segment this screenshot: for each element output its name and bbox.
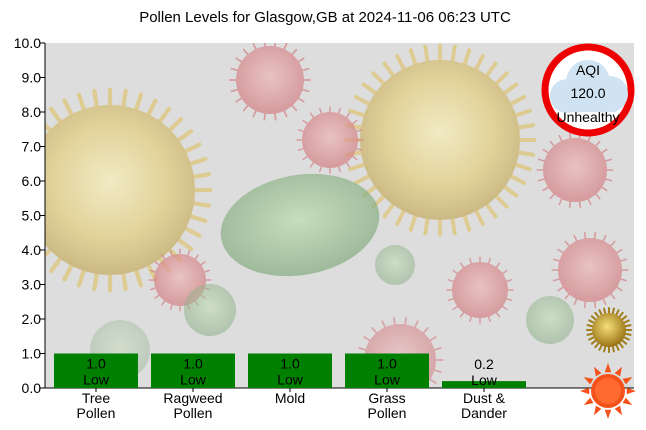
y-tick-labels: 0.0 1.0 2.0 3.0 4.0 5.0 6.0 7.0 8.0 9.0 10.0	[14, 35, 45, 396]
bar-value-label: 1.0	[377, 356, 397, 372]
x-tick-label: Dust &	[463, 390, 506, 406]
y-tick-label: 7.0	[22, 139, 42, 155]
pollen-grain-green	[526, 296, 574, 344]
pollen-grain-yellow	[343, 43, 537, 237]
x-tick-label: Ragweed	[163, 390, 222, 406]
bar-level-label: Low	[277, 372, 304, 388]
y-tick-label: 8.0	[22, 104, 42, 120]
y-tick-label: 6.0	[22, 173, 42, 189]
cloud-icon	[550, 60, 628, 113]
bar-level-label: Low	[374, 372, 401, 388]
pollen-grain-red	[551, 231, 629, 309]
aqi-category: Unhealthy	[556, 109, 619, 125]
pollen-grain-red	[446, 256, 514, 324]
bar-level-label: Low	[471, 372, 498, 388]
pollen-background-image	[45, 43, 629, 388]
bar-value-label: 0.2	[474, 356, 494, 372]
aqi-badge: AQI 120.0 Unhealthy	[541, 43, 635, 137]
x-tick-label: Pollen	[368, 405, 407, 421]
bar-level-label: Low	[83, 372, 110, 388]
x-tick-label: Pollen	[77, 405, 116, 421]
bar	[54, 353, 138, 388]
aqi-label: AQI	[576, 62, 600, 78]
y-tick-label: 9.0	[22, 70, 42, 86]
bar	[248, 353, 332, 388]
y-tick-label: 5.0	[22, 208, 42, 224]
y-tick-label: 3.0	[22, 277, 42, 293]
chart-title: Pollen Levels for Glasgow,GB at 2024-11-…	[139, 9, 511, 26]
pollen-grain-green	[220, 173, 380, 277]
bar-value-label: 1.0	[86, 356, 106, 372]
bar	[345, 353, 429, 388]
bar	[442, 381, 526, 388]
bar-level-label: Low	[180, 372, 207, 388]
aqi-value: 120.0	[570, 85, 605, 101]
y-tick-label: 0.0	[22, 380, 42, 396]
pollen-grain-yellow	[45, 87, 213, 293]
pollen-grain-red	[229, 43, 311, 121]
sun-icon	[580, 363, 636, 419]
bar-value-label: 1.0	[280, 356, 300, 372]
x-tick-label: Dander	[461, 405, 507, 421]
bar	[151, 353, 235, 388]
pollen-grain-green	[184, 284, 236, 336]
x-tick-label: Pollen	[174, 405, 213, 421]
x-tick-label: Mold	[275, 390, 305, 406]
y-tick-label: 4.0	[22, 242, 42, 258]
plot-background	[45, 43, 634, 388]
y-tick-label: 2.0	[22, 311, 42, 327]
pollen-grain-green	[375, 245, 415, 285]
x-tick-label: Tree	[82, 390, 110, 406]
y-tick-label: 1.0	[22, 346, 42, 362]
x-tick-label: Grass	[368, 390, 405, 406]
y-tick-label: 10.0	[14, 35, 41, 51]
pollen-grain-red	[296, 106, 364, 174]
pollen-grain-icon	[586, 307, 632, 353]
bar-value-label: 1.0	[183, 356, 203, 372]
